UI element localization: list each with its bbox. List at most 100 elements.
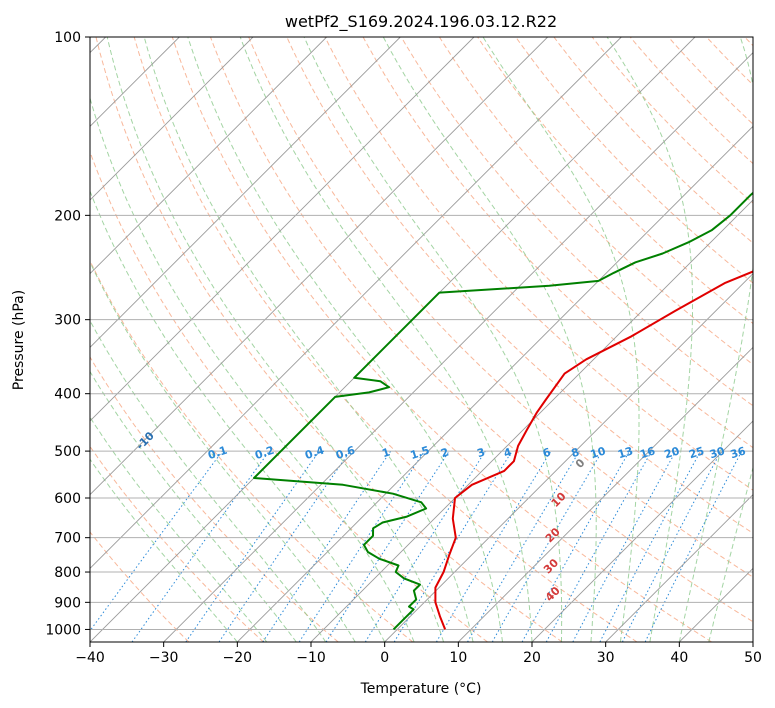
moist-adiabat-line bbox=[90, 260, 356, 642]
y-tick-label: 1000 bbox=[45, 622, 81, 638]
mixing-ratio-line bbox=[435, 450, 552, 642]
plot-area: -100-90-80-70-60-50-40-30-20-10010203040… bbox=[55, 37, 753, 642]
x-tick-label: −30 bbox=[149, 650, 179, 666]
x-axis-label: Temperature (°C) bbox=[360, 681, 482, 697]
y-tick-label: 500 bbox=[54, 444, 81, 460]
profiles bbox=[253, 191, 753, 631]
moist-adiabat-line bbox=[90, 319, 327, 642]
y-tick-label: 400 bbox=[54, 387, 81, 403]
x-axis: −40 −30 −20 −10 0 10 20 30 40 50 bbox=[75, 642, 762, 666]
moist-adiabat-line bbox=[708, 465, 753, 642]
moist-adiabat-line bbox=[482, 37, 640, 642]
mixing-ratio-line bbox=[131, 450, 270, 642]
isotherm-line bbox=[679, 567, 753, 642]
mixing-ratio-line bbox=[572, 450, 677, 642]
mixing-ratio-label: 3 bbox=[475, 446, 486, 461]
dry-adiabat-line bbox=[668, 37, 753, 125]
x-tick-label: 40 bbox=[670, 650, 688, 666]
mixing-ratio-line bbox=[90, 450, 223, 632]
x-tick-label: −20 bbox=[223, 650, 253, 666]
dry-adiabat-line bbox=[90, 150, 488, 642]
dewpoint-line bbox=[253, 191, 753, 631]
dry-adiabat-line bbox=[362, 37, 753, 449]
mixing-ratio-label: 36 bbox=[729, 444, 748, 461]
moist-adiabat-line bbox=[90, 458, 238, 642]
x-tick-label: 30 bbox=[597, 650, 615, 666]
y-tick-label: 900 bbox=[54, 595, 81, 611]
mixing-ratio-line bbox=[521, 450, 630, 642]
dry-adiabat-label: -10 bbox=[134, 429, 157, 452]
dry-adiabat-line bbox=[248, 37, 753, 578]
x-tick-label: −10 bbox=[296, 650, 326, 666]
isotherm-line bbox=[90, 37, 548, 496]
y-tick-label: 800 bbox=[54, 565, 81, 581]
isotherm-line bbox=[163, 52, 753, 642]
mixing-ratio-label: 30 bbox=[708, 444, 727, 461]
isotherm-line bbox=[90, 37, 475, 422]
y-tick-label: 100 bbox=[54, 30, 81, 46]
dry-adiabat-line bbox=[591, 37, 753, 204]
isotherm-line bbox=[605, 494, 753, 642]
isotherm-line bbox=[531, 420, 753, 642]
dry-adiabat-line bbox=[515, 37, 753, 284]
x-tick-label: 0 bbox=[380, 650, 389, 666]
moist-adiabat-line bbox=[303, 37, 563, 642]
isotherm-line bbox=[384, 273, 753, 642]
curve-labels: -100-90-80-70-60-50-40-30-20-10010203040… bbox=[55, 401, 748, 604]
moist-adiabats bbox=[90, 37, 753, 642]
x-tick-label: 20 bbox=[523, 650, 541, 666]
moist-adiabat-label: 20 bbox=[543, 525, 563, 545]
isotherm-line bbox=[90, 37, 401, 348]
mixing-ratio-label: 1.5 bbox=[409, 444, 432, 462]
mixing-ratio-line bbox=[545, 450, 653, 642]
dry-adiabat-line bbox=[286, 37, 753, 534]
isotherm-line bbox=[237, 125, 753, 642]
isotherm-line bbox=[90, 37, 327, 275]
dry-adiabat-line bbox=[744, 37, 753, 47]
mixing-ratio-label: 2 bbox=[439, 446, 450, 461]
moist-adiabat-label: 40 bbox=[543, 584, 563, 604]
mixing-ratio-line bbox=[364, 450, 486, 642]
dry-adiabats bbox=[90, 37, 753, 642]
isobars bbox=[90, 37, 753, 630]
mixing-ratio-label: 6 bbox=[541, 445, 553, 460]
moist-adiabat-line bbox=[106, 37, 445, 642]
mixing-ratio-label: 10 bbox=[589, 444, 608, 461]
mixing-ratio-label: 13 bbox=[616, 444, 635, 461]
dry-adiabat-line bbox=[706, 37, 753, 86]
x-tick-label: 50 bbox=[744, 650, 762, 666]
moist-adiabat-line bbox=[606, 37, 693, 642]
mixing-ratio-label: 0.4 bbox=[303, 444, 326, 462]
mixing-ratio-line bbox=[599, 450, 701, 642]
dry-adiabat-line bbox=[400, 37, 753, 407]
isotherm-line bbox=[90, 37, 622, 569]
mixing-ratio-label: 4 bbox=[502, 445, 514, 460]
mixing-ratio-line bbox=[325, 450, 450, 642]
mixing-ratio-label: 1 bbox=[380, 446, 391, 461]
isotherms bbox=[90, 37, 753, 642]
y-axis: 100 200 300 400 500 600 700 800 900 1000 bbox=[45, 30, 90, 638]
mixing-ratio-label: 0.1 bbox=[206, 444, 229, 462]
mixing-ratio-label: 16 bbox=[638, 444, 657, 461]
mixing-ratio-line bbox=[491, 450, 603, 642]
moist-adiabat-line bbox=[382, 37, 597, 642]
y-tick-label: 700 bbox=[54, 531, 81, 547]
isotherm-line bbox=[90, 37, 254, 201]
dry-adiabat-line bbox=[90, 259, 414, 642]
isotherm-line bbox=[310, 199, 753, 642]
isotherm-line bbox=[458, 346, 753, 642]
mixing-ratio-label: 0.6 bbox=[334, 444, 357, 462]
dry-adiabat-line bbox=[324, 37, 753, 491]
mixing-ratio-lines bbox=[90, 450, 743, 642]
y-axis-label: Pressure (hPa) bbox=[11, 290, 27, 390]
y-tick-label: 600 bbox=[54, 491, 81, 507]
chart-title: wetPf2_S169.2024.196.03.12.R22 bbox=[285, 12, 557, 32]
mixing-ratio-label: 20 bbox=[663, 444, 682, 461]
dry-adiabat-line bbox=[438, 37, 753, 366]
moist-adiabat-line bbox=[90, 416, 268, 642]
dry-adiabat-label: -20 bbox=[55, 401, 78, 424]
moist-adiabat-line bbox=[90, 189, 386, 642]
temperature-line bbox=[434, 270, 753, 630]
isotherm-line bbox=[752, 641, 753, 642]
